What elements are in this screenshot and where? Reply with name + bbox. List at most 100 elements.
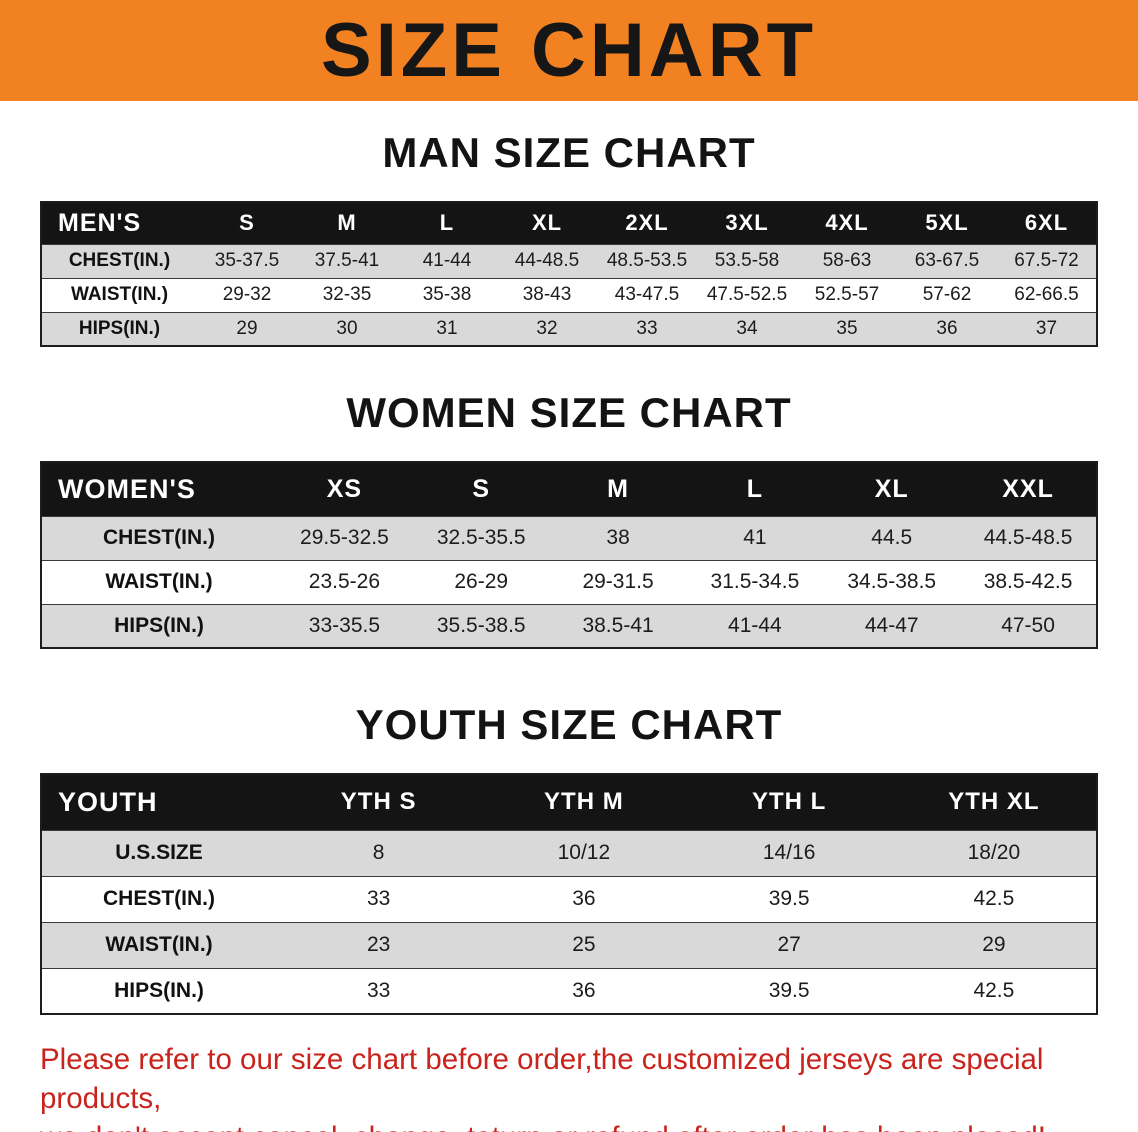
size-value-cell: 38 xyxy=(606,526,630,549)
size-value-cell: 39.5 xyxy=(768,887,810,910)
row-label: HIPS(IN.) xyxy=(114,613,204,637)
row-label: WAIST(IN.) xyxy=(105,570,213,593)
size-value-cell: 47.5-52.5 xyxy=(706,284,788,305)
size-value-cell: 41 xyxy=(743,526,767,549)
notice-line-1: Please refer to our size chart before or… xyxy=(40,1043,1044,1115)
size-value-cell: 57-62 xyxy=(922,284,972,305)
size-value-cell: 52.5-57 xyxy=(814,284,880,305)
men-section-heading: MAN SIZE CHART xyxy=(382,129,756,176)
size-value-cell: 32.5-35.5 xyxy=(436,526,526,549)
size-value-cell: 31 xyxy=(436,317,458,339)
size-value-cell: 34 xyxy=(736,317,758,339)
women-size-table: WOMEN'S XS S M L XL XXL CHEST(IN.) 29.5-32.5 32.5… xyxy=(40,461,1098,649)
size-header-cell: 4XL xyxy=(797,202,897,244)
size-header-cell: L xyxy=(686,462,824,516)
youth-size-section: YOUTH SIZE CHART YOUTH YTH S YTH M YTH L YTH… xyxy=(0,701,1138,1015)
size-value-cell: 23 xyxy=(366,933,391,956)
size-value-cell: 36 xyxy=(572,887,596,910)
table-row: HIPS(IN.) 33-35.5 35.5-38.5 38.5-41 41-44 44-… xyxy=(41,604,1097,648)
row-label: HIPS(IN.) xyxy=(78,317,161,339)
size-value-cell: 25 xyxy=(572,933,596,956)
table-row: CHEST(IN.) 33 36 39.5 42.5 xyxy=(41,876,1097,922)
size-value-cell: 58-63 xyxy=(822,250,872,271)
row-label: CHEST(IN.) xyxy=(103,887,215,910)
size-value-cell: 30 xyxy=(336,317,358,339)
size-value-cell: 62-66.5 xyxy=(1014,284,1079,305)
size-value-cell: 42.5 xyxy=(973,887,1015,910)
size-value-cell: 43-47.5 xyxy=(614,284,680,305)
table-title-cell: WOMEN'S xyxy=(41,462,276,516)
size-value-cell: 53.5-58 xyxy=(714,250,780,271)
size-header-cell: M xyxy=(297,202,397,244)
size-value-cell: 67.5-72 xyxy=(1014,250,1079,271)
table-row: WAIST(IN.) 29-32 32-35 35-38 38-43 43-47.5 47.… xyxy=(41,278,1097,312)
table-row: CHEST(IN.) 35-37.5 37.5-41 41-44 44-48.5 48.5… xyxy=(41,244,1097,278)
size-value-cell: 33 xyxy=(636,317,658,339)
size-header-cell: XS xyxy=(276,462,413,516)
row-label: HIPS(IN.) xyxy=(114,978,204,1002)
table-row: HIPS(IN.) 29 30 31 32 33 34 35 36 37 xyxy=(41,312,1097,346)
row-label: CHEST(IN.) xyxy=(103,526,215,549)
table-header-row: MEN'S S M L XL 2XL 3XL 4XL 5XL 6XL xyxy=(41,202,1097,244)
size-value-cell: 36 xyxy=(936,317,958,339)
size-header-cell: 2XL xyxy=(597,202,697,244)
size-value-cell: 35.5-38.5 xyxy=(436,613,526,637)
size-value-cell: 33 xyxy=(366,978,391,1002)
size-value-cell: 26-29 xyxy=(454,570,509,593)
size-header-cell: 5XL xyxy=(897,202,997,244)
women-section-heading: WOMEN SIZE CHART xyxy=(346,389,792,436)
size-value-cell: 36 xyxy=(572,978,596,1002)
table-header-row: WOMEN'S XS S M L XL XXL xyxy=(41,462,1097,516)
footer-notice: Please refer to our size chart before or… xyxy=(40,1041,1100,1132)
row-label: WAIST(IN.) xyxy=(70,284,169,305)
size-value-cell: 38.5-42.5 xyxy=(983,570,1073,593)
men-size-section: MAN SIZE CHART MEN'S S M L XL 2XL 3XL 4XL 5XL 6XL… xyxy=(0,129,1138,347)
size-header-cell: YTH L xyxy=(686,774,892,830)
youth-size-table: YOUTH YTH S YTH M YTH L YTH XL U.S.SIZE 8 10/12… xyxy=(40,773,1098,1015)
size-header-cell: YTH M xyxy=(481,774,687,830)
size-value-cell: 44.5 xyxy=(871,526,913,549)
size-value-cell: 29-32 xyxy=(222,284,272,305)
size-value-cell: 33 xyxy=(366,887,391,910)
row-label: U.S.SIZE xyxy=(115,841,203,864)
size-header-cell: S xyxy=(197,202,297,244)
size-value-cell: 35-37.5 xyxy=(214,250,280,271)
banner: SIZE CHART xyxy=(0,0,1138,101)
size-value-cell: 37.5-41 xyxy=(314,250,380,271)
size-value-cell: 8 xyxy=(372,841,385,864)
size-header-cell: YTH XL xyxy=(891,774,1097,830)
size-value-cell: 34.5-38.5 xyxy=(847,570,937,593)
size-value-cell: 35-38 xyxy=(422,284,472,305)
size-header-cell: M xyxy=(549,462,687,516)
size-header-cell: L xyxy=(397,202,497,244)
size-value-cell: 32-35 xyxy=(322,284,372,305)
table-title-cell: MEN'S xyxy=(41,202,197,244)
women-size-section: WOMEN SIZE CHART WOMEN'S XS S M L XL XXL CHEST(… xyxy=(0,389,1138,649)
size-value-cell: 18/20 xyxy=(967,841,1021,864)
size-value-cell: 29-31.5 xyxy=(582,570,654,593)
table-row: WAIST(IN.) 23.5-26 26-29 29-31.5 31.5-34.5 34… xyxy=(41,560,1097,604)
size-header-cell: S xyxy=(412,462,550,516)
table-header-row: YOUTH YTH S YTH M YTH L YTH XL xyxy=(41,774,1097,830)
size-value-cell: 10/12 xyxy=(557,841,611,864)
table-row: HIPS(IN.) 33 36 39.5 42.5 xyxy=(41,968,1097,1014)
size-value-cell: 14/16 xyxy=(762,841,816,864)
table-row: WAIST(IN.) 23 25 27 29 xyxy=(41,922,1097,968)
size-value-cell: 44-48.5 xyxy=(514,250,580,271)
size-value-cell: 38.5-41 xyxy=(582,613,654,637)
size-header-cell: 3XL xyxy=(697,202,797,244)
size-value-cell: 29 xyxy=(982,933,1006,956)
size-value-cell: 27 xyxy=(777,933,801,956)
size-value-cell: 47-50 xyxy=(1001,613,1055,637)
size-value-cell: 42.5 xyxy=(973,978,1015,1002)
size-header-cell: YTH S xyxy=(276,774,482,830)
size-value-cell: 29.5-32.5 xyxy=(300,526,389,549)
size-value-cell: 48.5-53.5 xyxy=(606,250,688,271)
size-value-cell: 31.5-34.5 xyxy=(710,570,800,593)
size-value-cell: 41-44 xyxy=(728,613,782,637)
size-value-cell: 32 xyxy=(536,317,558,339)
size-header-cell: XXL xyxy=(960,462,1097,516)
size-value-cell: 41-44 xyxy=(422,250,472,271)
table-title-cell: YOUTH xyxy=(41,774,276,830)
table-row: U.S.SIZE 8 10/12 14/16 18/20 xyxy=(41,830,1097,876)
